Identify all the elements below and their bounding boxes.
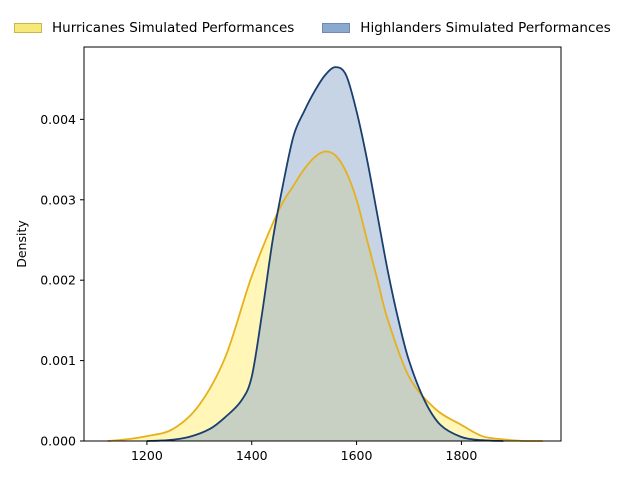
series-area-1 — [146, 67, 504, 441]
series-line-0 — [107, 150, 543, 442]
x-tick-label-3: 1800 — [446, 448, 478, 463]
y-tick-label-0: 0.000 — [40, 434, 76, 449]
legend-item-highlanders: Highlanders Simulated Performances — [322, 20, 611, 36]
legend-label-hurricanes: Hurricanes Simulated Performances — [52, 20, 295, 36]
x-tick-label-2: 1600 — [341, 448, 373, 463]
legend-swatch-hurricanes — [14, 23, 42, 33]
x-tick-label-0: 1200 — [131, 448, 163, 463]
y-tick-label-3: 0.003 — [40, 192, 76, 207]
plot-frame — [83, 46, 562, 442]
x-tick-label-1: 1400 — [236, 448, 268, 463]
y-tick-label-4: 0.004 — [40, 112, 76, 127]
series-line-1 — [146, 66, 504, 442]
plot-area — [107, 66, 543, 442]
axes: 1200 1400 1600 1800 0.000 0.001 0.002 0.003 0.00… — [40, 112, 477, 463]
legend-item-hurricanes: Hurricanes Simulated Performances — [14, 20, 294, 36]
legend-swatch-highlanders — [322, 23, 351, 33]
y-tick-label-1: 0.001 — [40, 353, 76, 368]
chart-legend: Hurricanes Simulated Performances Highla… — [14, 17, 639, 39]
y-axis-label: Density — [14, 220, 29, 268]
y-tick-label-2: 0.002 — [40, 273, 76, 288]
legend-label-highlanders: Highlanders Simulated Performances — [360, 20, 611, 36]
